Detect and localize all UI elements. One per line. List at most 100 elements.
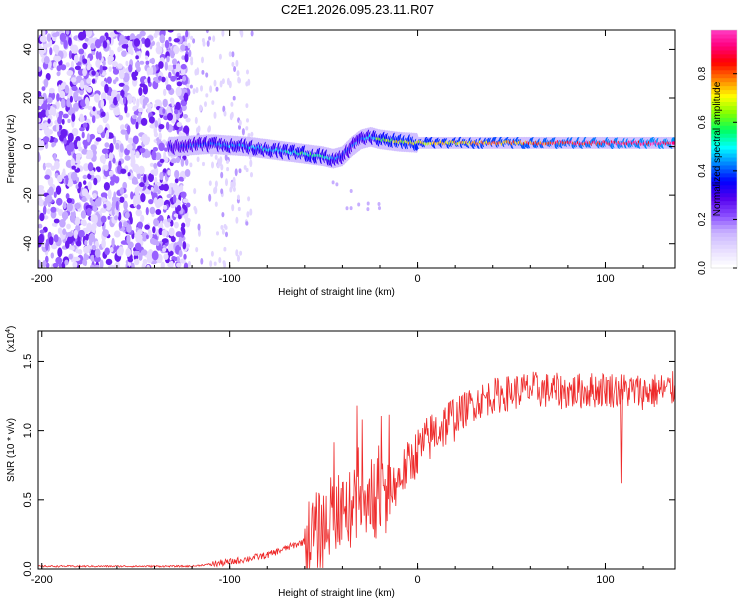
noise-cell xyxy=(169,260,174,268)
noise-cell xyxy=(245,126,249,131)
noise-cell xyxy=(53,234,59,243)
noise-cell xyxy=(152,226,156,234)
noise-cell xyxy=(178,249,183,258)
colorbar-segment xyxy=(711,30,737,35)
noise-cell xyxy=(61,118,65,125)
noise-cell xyxy=(223,261,227,268)
noise-cell xyxy=(180,63,187,70)
noise-cell xyxy=(176,81,183,87)
noise-cell xyxy=(183,262,189,268)
noise-cell xyxy=(119,143,124,153)
noise-cell xyxy=(179,184,184,193)
noise-cell xyxy=(104,153,109,160)
noise-cell xyxy=(247,132,251,139)
noise-cell xyxy=(94,255,101,263)
noise-cell xyxy=(172,64,177,70)
noise-cell xyxy=(84,84,88,92)
noise-cell xyxy=(142,98,148,106)
noise-cell xyxy=(52,44,60,53)
noise-cell xyxy=(138,165,145,175)
noise-cell xyxy=(108,264,115,268)
noise-cell xyxy=(235,249,239,257)
noise-cell xyxy=(75,96,82,101)
noise-cell xyxy=(146,103,153,108)
noise-cell xyxy=(131,142,136,151)
noise-cell xyxy=(86,77,92,84)
noise-cell xyxy=(167,218,172,223)
noise-cell xyxy=(131,180,139,185)
colorbar-segment xyxy=(711,49,737,55)
bottom-x-tick-label: -200 xyxy=(31,574,53,586)
noise-cell xyxy=(182,75,187,82)
noise-cell xyxy=(138,112,142,118)
noise-cell xyxy=(91,78,96,84)
colorbar-segment xyxy=(711,228,737,233)
noise-cell xyxy=(125,112,130,118)
noise-cell xyxy=(147,229,152,238)
noise-cell xyxy=(138,87,143,96)
noise-cell xyxy=(185,158,189,166)
colorbar-tick-label: 0.8 xyxy=(697,66,708,80)
noise-cell xyxy=(132,96,136,105)
ridge-core xyxy=(671,141,675,145)
noise-cell xyxy=(81,148,88,155)
snr-panel: -200 -100 0 100 0.0 0.5 1.0 1.5 Height of straig… xyxy=(5,326,676,599)
noise-cell xyxy=(93,177,98,186)
noise-cell xyxy=(86,86,93,93)
top-y-tick-label: -40 xyxy=(22,236,34,252)
noise-cell xyxy=(349,189,353,193)
noise-cell xyxy=(130,191,134,200)
noise-cell xyxy=(225,231,228,238)
noise-cell xyxy=(75,184,79,189)
noise-cell xyxy=(146,264,150,268)
noise-cell xyxy=(99,154,107,164)
noise-cell xyxy=(114,215,119,221)
noise-cell xyxy=(107,215,111,220)
noise-cell xyxy=(96,167,101,173)
noise-cell xyxy=(65,175,69,185)
noise-cell xyxy=(117,46,121,53)
noise-cell xyxy=(176,121,183,128)
colorbar-segment xyxy=(711,260,737,265)
noise-cell xyxy=(161,229,168,237)
noise-cell xyxy=(55,256,63,265)
noise-cell xyxy=(179,258,186,264)
noise-cell xyxy=(121,50,127,57)
colorbar-segment xyxy=(711,192,737,198)
noise-cell xyxy=(234,168,238,177)
noise-cell xyxy=(176,262,182,268)
noise-cell xyxy=(78,48,85,55)
noise-cell xyxy=(366,207,370,212)
noise-cell xyxy=(112,61,118,68)
noise-cell xyxy=(237,194,240,201)
noise-cell xyxy=(78,31,85,41)
noise-cell xyxy=(153,131,158,138)
noise-cell xyxy=(93,214,98,224)
colorbar-segment xyxy=(711,200,737,206)
noise-cell xyxy=(148,199,154,205)
noise-cell xyxy=(43,56,50,65)
noise-cell xyxy=(135,55,139,60)
noise-cell xyxy=(90,144,97,151)
noise-cell xyxy=(238,124,241,130)
noise-cell xyxy=(164,39,170,49)
colorbar-segment xyxy=(711,184,737,190)
noise-cell xyxy=(214,201,218,207)
noise-cell xyxy=(224,153,228,161)
noise-cell xyxy=(223,110,227,117)
noise-cell xyxy=(96,110,101,115)
noise-cell xyxy=(57,84,62,93)
noise-cell xyxy=(58,209,64,216)
noise-cell xyxy=(172,194,177,204)
noise-cell xyxy=(130,157,136,166)
noise-cell xyxy=(90,264,95,268)
noise-cell xyxy=(117,63,123,69)
noise-cell xyxy=(129,216,133,225)
noise-cell xyxy=(228,80,232,89)
noise-cell xyxy=(67,235,74,244)
noise-cell xyxy=(90,43,96,50)
noise-cell xyxy=(86,64,91,71)
noise-cell xyxy=(122,96,127,105)
noise-cell xyxy=(103,164,109,172)
noise-cell xyxy=(38,111,45,117)
